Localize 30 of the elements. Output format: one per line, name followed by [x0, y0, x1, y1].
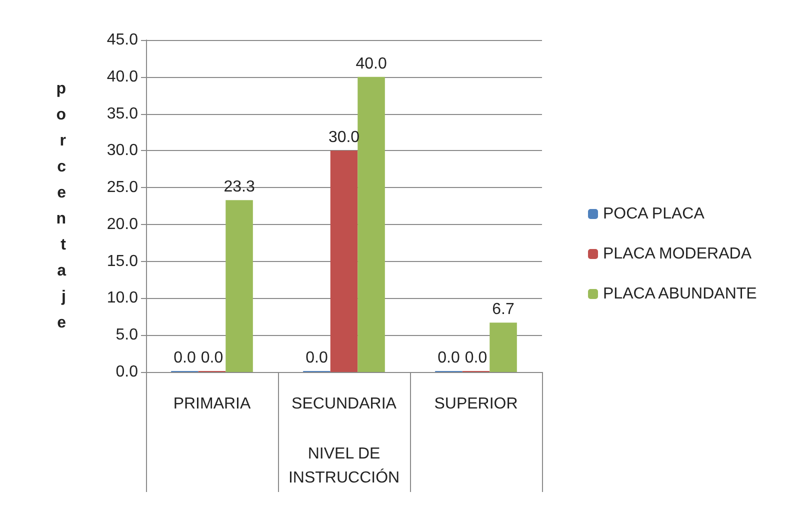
bar: [330, 150, 358, 372]
x-tick-label: SUPERIOR: [434, 396, 518, 412]
y-tick-label: 20.0: [106, 216, 138, 233]
y-tick-label: 5.0: [116, 326, 138, 344]
data-label: 0.0: [200, 350, 224, 366]
bar: [490, 322, 517, 372]
y-tick-label: 40.0: [106, 68, 138, 86]
bar: [226, 200, 253, 372]
legend-label: POCA PLACA: [603, 206, 705, 222]
data-label: 0.0: [464, 350, 488, 366]
y-tick-label: 0.0: [116, 364, 138, 380]
y-tick-label: 30.0: [106, 142, 138, 160]
y-tick-label: 10.0: [106, 290, 138, 307]
data-label: 6.7: [492, 301, 514, 318]
y-tick-label: 45.0: [106, 32, 138, 48]
data-label: 40.0: [356, 55, 387, 72]
data-label: 0.0: [438, 350, 460, 366]
data-label: 0.0: [306, 350, 328, 366]
x-tick-label: SECUNDARIA: [292, 396, 397, 412]
x-axis-title: NIVEL DE INSTRUCCIÓN: [288, 446, 400, 486]
legend-label: PLACA ABUNDANTE: [603, 286, 757, 302]
x-tick-label: PRIMARIA: [173, 396, 251, 412]
y-tick-label: 35.0: [106, 105, 138, 122]
data-label: 0.0: [174, 350, 196, 366]
text: porcentaje: [56, 80, 66, 332]
data-label: 23.3: [224, 178, 255, 196]
bar: [358, 76, 385, 372]
legend-label: PLACA MODERADA: [603, 246, 752, 262]
y-tick-label: 25.0: [106, 179, 138, 196]
y-tick-label: 15.0: [106, 252, 138, 270]
